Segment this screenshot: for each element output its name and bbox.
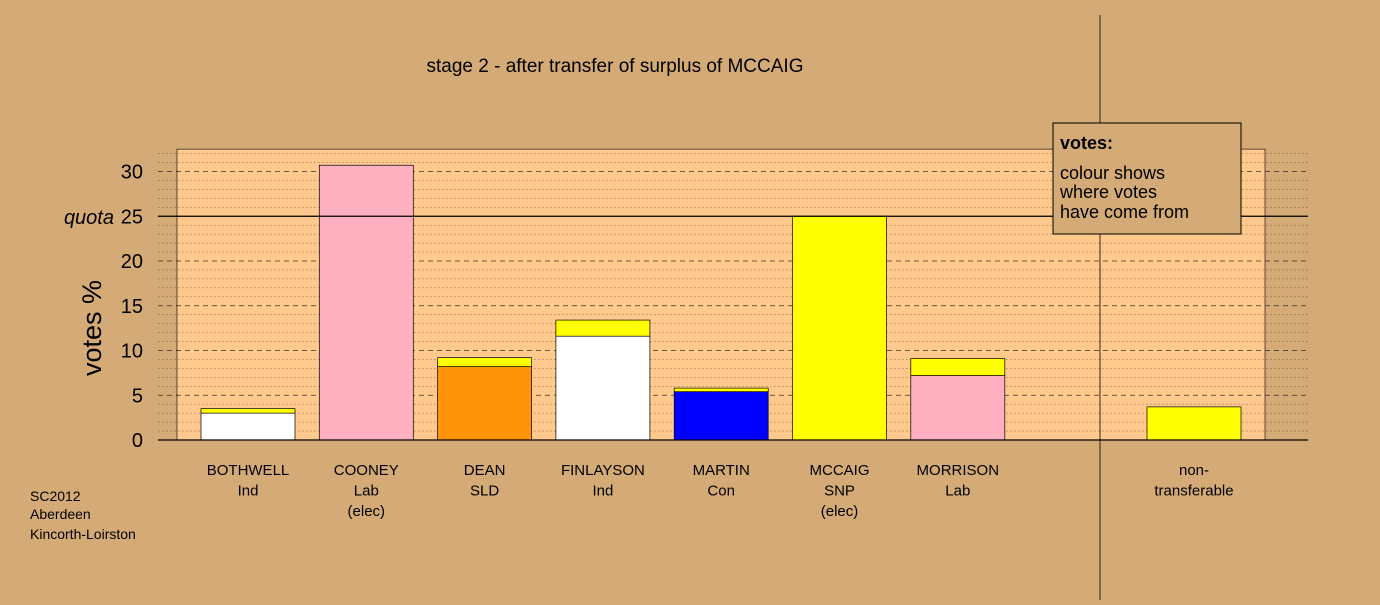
y-tick-label: 5 [132,385,143,407]
bar-cooney-label-line: Lab [354,483,379,500]
bar-mccaig-label-line: (elec) [821,503,859,520]
y-axis-label: votes % [77,280,107,376]
bar-nontransferable-label-line: non- [1179,462,1209,479]
bar-finlayson-label-line: Ind [592,483,613,500]
bar-mccaig-label-line: SNP [824,483,855,500]
legend-line-1: colour shows [1060,163,1165,183]
bar-dean-segment-sld [437,366,532,441]
y-tick-label: 20 [121,251,143,273]
bar-finlayson-segment-snp [555,319,651,337]
election-footer: SC2012 Aberdeen Kincorth-Loirston [30,488,136,542]
legend-title: votes: [1060,133,1113,153]
bar-dean-label-line: DEAN [464,462,506,479]
bar-bothwell-label-line: BOTHWELL [207,462,290,479]
bar-martin-segment-snp [673,387,769,393]
quota-label: quota [64,207,114,229]
bar-martin-label-line: MARTIN [693,462,750,479]
bar-mccaig-segment-snp [792,215,887,441]
bar-morrison-label-line: MORRISON [917,462,1000,479]
bar-cooney-label-line: (elec) [348,503,386,520]
bar-bothwell-label-line: Ind [238,483,259,500]
footer-council: Aberdeen [30,506,91,522]
bar-dean-segment-snp [437,357,532,367]
bar-finlayson-label-line: FINLAYSON [561,462,645,479]
legend: votes: colour shows where votes have com… [1052,122,1242,235]
footer-ward: Kincorth-Loirston [30,526,136,542]
bar-bothwell-segment-snp [200,408,296,414]
bar-martin-label-line: Con [707,483,735,500]
bar-cooney-segment-lab [318,164,414,441]
y-tick-label: 0 [132,430,143,452]
y-tick-label: 10 [121,341,143,363]
y-axis: 0 5 10 15 20 25 30 [121,162,143,453]
bar-martin-segment-con [673,391,769,441]
x-axis-labels: BOTHWELL Ind COONEY Lab (elec) DEAN SLD FINLAYS… [207,462,1234,520]
bar-mccaig-label-line: MCCAIG [810,462,870,479]
y-tick-label: 15 [121,296,143,318]
bar-nontransferable-label-line: transferable [1154,483,1233,500]
bar-morrison-segment-lab [910,375,1006,441]
chart-title: stage 2 - after transfer of surplus of M… [427,56,804,77]
bar-morrison-segment-snp [910,358,1006,376]
legend-line-2: where votes [1059,182,1157,202]
footer-election: SC2012 [30,488,81,504]
y-tick-label: 30 [121,162,143,184]
bar-morrison-label-line: Lab [945,483,970,500]
bar-finlayson-segment-ind [555,335,651,441]
y-tick-label: 25 [121,206,143,228]
bar-nontransferable-segment-snp [1146,406,1242,441]
legend-line-3: have come from [1060,202,1189,222]
bar-bothwell-segment-ind [200,412,296,441]
legend-box [1052,122,1242,235]
bar-cooney-label-line: COONEY [334,462,399,479]
bar-dean-label-line: SLD [470,483,499,500]
